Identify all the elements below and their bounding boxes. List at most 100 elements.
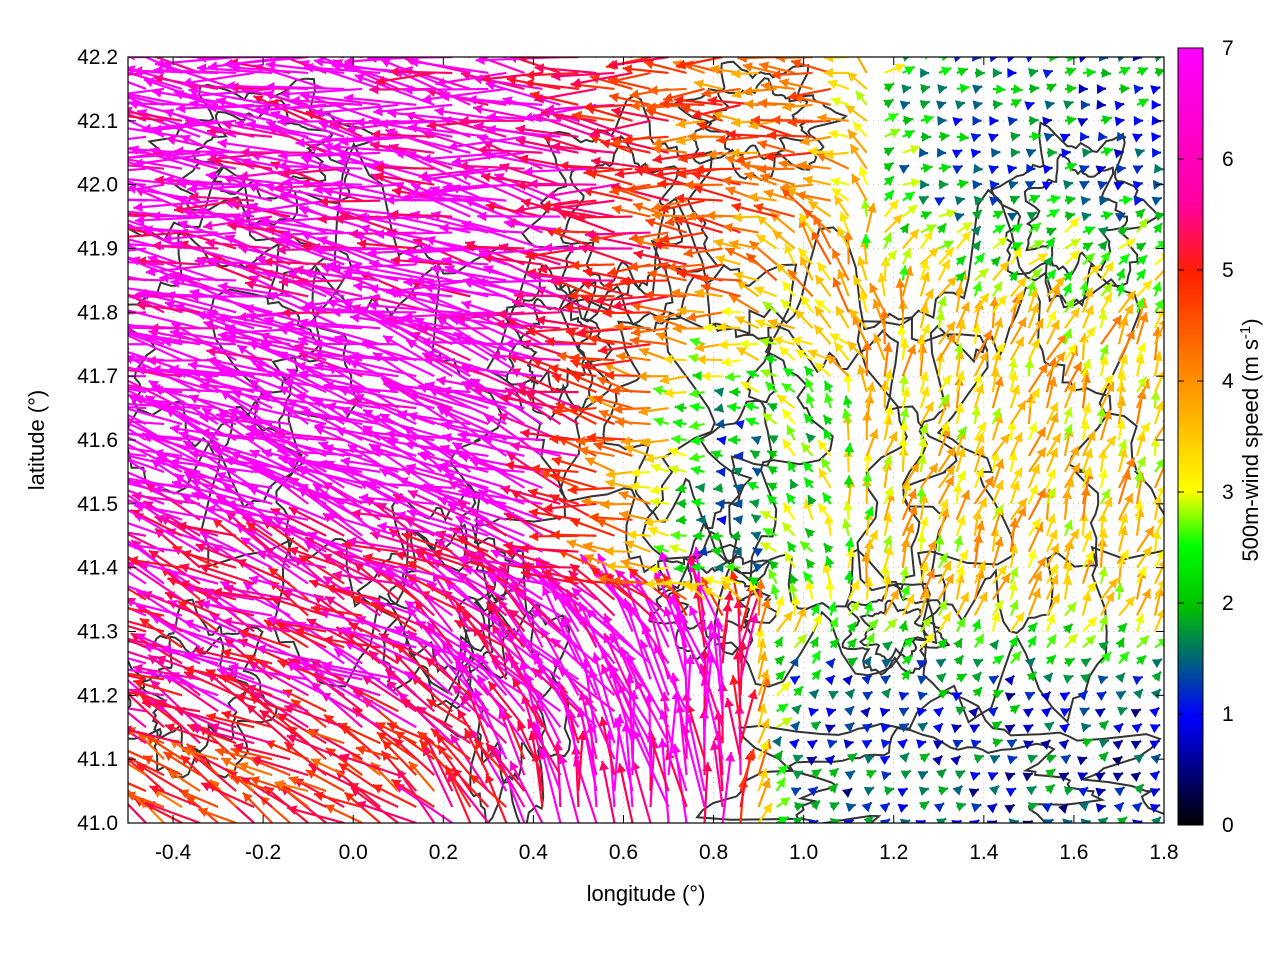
wind-vector-head bbox=[306, 618, 317, 628]
wind-vector-shaft bbox=[623, 577, 652, 648]
wind-vector-shaft bbox=[424, 734, 454, 792]
wind-vector bbox=[898, 706, 910, 717]
terrain-contour-line bbox=[990, 121, 1162, 307]
wind-vector bbox=[810, 720, 822, 731]
wind-vector bbox=[1026, 785, 1037, 796]
wind-vector-head bbox=[808, 707, 819, 717]
wind-vector bbox=[591, 652, 616, 728]
wind-vector-head bbox=[558, 685, 569, 696]
wind-vector-head bbox=[486, 743, 496, 754]
wind-vector-shaft bbox=[286, 806, 345, 823]
wind-vector-head bbox=[986, 803, 997, 814]
wind-vector-shaft bbox=[256, 646, 327, 665]
wind-vector bbox=[1135, 654, 1147, 666]
wind-vector bbox=[128, 638, 147, 649]
wind-vector bbox=[1023, 740, 1034, 750]
wind-vector bbox=[880, 723, 891, 733]
wind-vector-shaft bbox=[299, 661, 381, 681]
wind-vector bbox=[1095, 803, 1106, 813]
wind-vector bbox=[1150, 688, 1162, 700]
wind-vector bbox=[1041, 802, 1053, 813]
wind-vector bbox=[128, 668, 183, 681]
wind-vector bbox=[987, 771, 999, 782]
wind-vector bbox=[1004, 674, 1015, 686]
wind-vector-head bbox=[829, 818, 840, 823]
wind-vector bbox=[252, 690, 309, 729]
wind-vector bbox=[1151, 670, 1162, 682]
wind-vector-shaft bbox=[476, 674, 526, 744]
wind-vector-head bbox=[935, 818, 947, 823]
wind-vector bbox=[991, 720, 1003, 731]
wind-vector bbox=[721, 590, 734, 648]
wind-vector-head bbox=[709, 628, 720, 639]
wind-vector bbox=[508, 608, 562, 649]
wind-vector-head bbox=[306, 728, 317, 739]
wind-vector bbox=[337, 762, 381, 792]
wind-vector bbox=[197, 807, 237, 823]
wind-vector bbox=[917, 770, 929, 781]
wind-vector-head bbox=[951, 820, 962, 823]
wind-vector bbox=[1112, 739, 1124, 750]
wind-vectors bbox=[128, 57, 1164, 823]
wind-vector bbox=[1080, 657, 1092, 668]
wind-vector-head bbox=[1149, 724, 1161, 734]
wind-vector bbox=[899, 752, 910, 763]
wind-vector-head bbox=[789, 676, 800, 686]
wind-vector bbox=[1022, 772, 1034, 782]
wind-vector bbox=[1097, 816, 1109, 823]
wind-vector-head bbox=[1095, 787, 1106, 798]
wind-vector-head bbox=[194, 646, 204, 657]
wind-vector bbox=[775, 796, 791, 808]
wind-vector bbox=[128, 725, 183, 745]
wind-vector bbox=[739, 748, 756, 792]
wind-vector-head bbox=[829, 638, 839, 649]
wind-vector-head bbox=[760, 669, 770, 680]
wind-vector bbox=[238, 628, 291, 649]
wind-vector-head bbox=[746, 748, 756, 760]
wind-vector-head bbox=[1151, 816, 1161, 823]
wind-vector bbox=[294, 627, 345, 649]
wind-vector bbox=[992, 689, 1004, 699]
wind-vector-shaft bbox=[444, 580, 508, 633]
wind-vector bbox=[1154, 638, 1164, 649]
wind-vector-shaft bbox=[340, 628, 417, 649]
wind-vector-shaft bbox=[624, 722, 634, 808]
wind-vector bbox=[824, 754, 836, 766]
wind-vector bbox=[709, 740, 724, 808]
wind-vector-head bbox=[1150, 754, 1161, 764]
wind-vector-head bbox=[426, 699, 437, 709]
wind-vector bbox=[1114, 786, 1126, 797]
wind-vector bbox=[228, 662, 309, 681]
wind-vector bbox=[917, 675, 928, 685]
wind-vector-head bbox=[1040, 707, 1052, 718]
wind-vector bbox=[1059, 691, 1071, 702]
wind-vector-shaft bbox=[350, 786, 399, 823]
wind-vector-shaft bbox=[128, 781, 147, 793]
wind-vector-shaft bbox=[580, 690, 598, 760]
wind-vector bbox=[902, 637, 915, 649]
wind-vector-head bbox=[287, 725, 298, 736]
wind-vector-head bbox=[323, 635, 333, 646]
wind-vector-head bbox=[1062, 818, 1073, 823]
wind-vector-head bbox=[880, 675, 891, 685]
wind-vector-head bbox=[771, 736, 782, 747]
wind-vector bbox=[1133, 688, 1144, 700]
wind-vector-shaft bbox=[431, 571, 472, 633]
wind-vector bbox=[880, 674, 892, 685]
wind-vector-head bbox=[789, 721, 800, 732]
wind-vector-head bbox=[937, 639, 947, 650]
wind-vector-head bbox=[828, 768, 839, 778]
wind-vector bbox=[449, 733, 490, 792]
wind-vector bbox=[1006, 738, 1018, 749]
wind-vector-head bbox=[689, 606, 699, 617]
wind-vector-shaft bbox=[454, 619, 507, 649]
wind-vector-head bbox=[1045, 655, 1056, 665]
wind-vector bbox=[1058, 739, 1070, 750]
wind-vector bbox=[324, 804, 363, 823]
wind-vector bbox=[861, 656, 872, 668]
wind-vector-head bbox=[729, 675, 740, 685]
wind-vector-head bbox=[792, 817, 803, 823]
wind-vector-head bbox=[1064, 658, 1075, 668]
wind-vector bbox=[790, 786, 802, 797]
wind-vector-head bbox=[1138, 635, 1149, 646]
